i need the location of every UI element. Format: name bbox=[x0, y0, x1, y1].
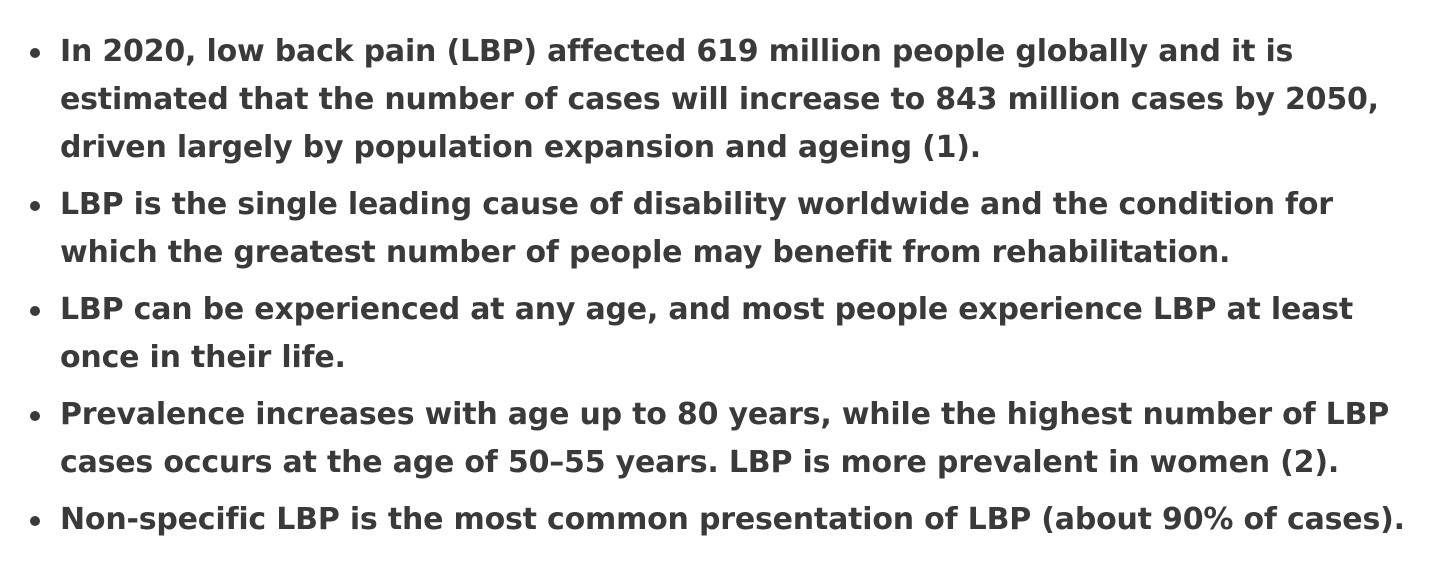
list-item: LBP is the single leading cause of disab… bbox=[30, 181, 1432, 277]
list-item: LBP can be experienced at any age, and m… bbox=[30, 286, 1432, 382]
list-item: In 2020, low back pain (LBP) affected 61… bbox=[30, 28, 1432, 172]
list-item: Prevalence increases with age up to 80 y… bbox=[30, 391, 1432, 487]
list-item: Non-specific LBP is the most common pres… bbox=[30, 496, 1432, 544]
key-facts-list: In 2020, low back pain (LBP) affected 61… bbox=[30, 28, 1432, 544]
